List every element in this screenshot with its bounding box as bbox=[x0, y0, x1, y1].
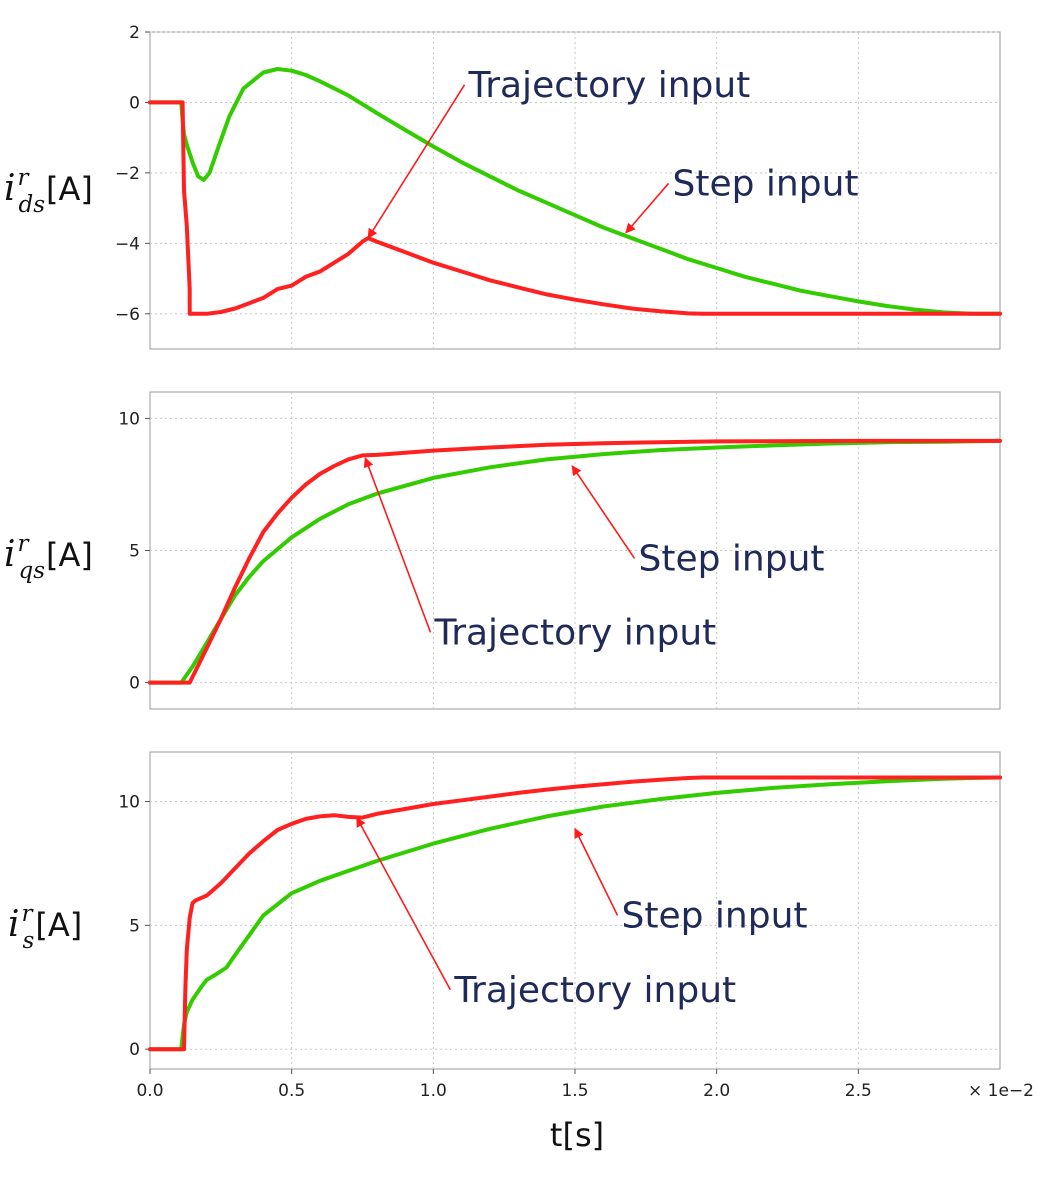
annotation-arrow-step-input bbox=[571, 465, 636, 559]
series-line-trajectory-input bbox=[148, 438, 1002, 685]
y-axis-unit: [A] bbox=[35, 906, 82, 944]
y-tick-label: 0 bbox=[129, 93, 140, 113]
x-tick-label: 1.5 bbox=[561, 1081, 588, 1101]
series-line-step-input bbox=[148, 67, 1002, 316]
x-scale-label: × 1e−2 bbox=[968, 1081, 1034, 1101]
y-axis-superscript: r bbox=[18, 165, 31, 191]
y-axis-label: ir qs[A] bbox=[4, 531, 93, 584]
panel-iqs: 0 5 10 ir qs[A] Step input Trajectory input bbox=[4, 391, 1002, 710]
y-tick-label: 10 bbox=[118, 409, 140, 429]
y-axis-symbol: i bbox=[4, 534, 16, 575]
x-tick-label: 0.5 bbox=[278, 1081, 305, 1101]
x-tick-label: 2.5 bbox=[845, 1081, 872, 1101]
y-axis-unit: [A] bbox=[46, 536, 93, 574]
annotation-arrow-step-input bbox=[625, 182, 670, 234]
plot-frame bbox=[149, 751, 1001, 1070]
annotation-label-trajectory-input: Trajectory input bbox=[468, 65, 751, 106]
y-axis-unit: [A] bbox=[46, 170, 93, 208]
annotation-arrow-trajectory-input bbox=[367, 84, 466, 239]
x-axis-label: t[s] bbox=[550, 1116, 604, 1154]
panel-ids: −6 −4 −2 0 2 ir ds[A] Trajectory input Step inpu… bbox=[4, 23, 1002, 350]
y-tick-label: 0 bbox=[129, 1040, 140, 1060]
x-tick-label: 1.0 bbox=[420, 1081, 447, 1101]
y-tick-label: −4 bbox=[115, 234, 140, 254]
y-tick-label: 0 bbox=[129, 674, 140, 694]
annotation-label-trajectory-input: Trajectory input bbox=[453, 970, 736, 1011]
annotation-label-trajectory-input: Trajectory input bbox=[434, 612, 717, 653]
series-line-step-input bbox=[148, 775, 1002, 1052]
annotation-arrow-step-input bbox=[574, 827, 619, 916]
y-axis-subscript: ds bbox=[19, 192, 46, 218]
plot-frame bbox=[149, 31, 1001, 350]
series-line-trajectory-input bbox=[148, 775, 1002, 1052]
y-axis-label: ir ds[A] bbox=[4, 165, 93, 218]
y-axis-symbol: i bbox=[4, 168, 16, 209]
y-axis-subscript: s bbox=[23, 928, 35, 954]
x-tick-label: 2.0 bbox=[703, 1081, 730, 1101]
annotation-arrow-trajectory-input bbox=[356, 816, 452, 991]
annotation-arrow-trajectory-input bbox=[363, 457, 432, 633]
y-tick-label: 10 bbox=[118, 793, 140, 813]
x-tick-label: 0.0 bbox=[136, 1081, 163, 1101]
y-axis-subscript: qs bbox=[19, 558, 46, 584]
y-axis-label: ir s[A] bbox=[8, 901, 82, 954]
y-tick-label: 5 bbox=[129, 916, 140, 936]
annotation-label-step-input: Step input bbox=[673, 163, 859, 204]
y-tick-label: −2 bbox=[115, 164, 140, 184]
y-tick-label: 2 bbox=[129, 23, 140, 43]
y-tick-label: −6 bbox=[115, 305, 140, 325]
y-axis-symbol: i bbox=[8, 904, 20, 945]
annotation-label-step-input: Step input bbox=[622, 895, 808, 936]
annotation-label-step-input: Step input bbox=[639, 538, 825, 579]
series-line-trajectory-input bbox=[148, 100, 1002, 316]
y-tick-label: 5 bbox=[129, 542, 140, 562]
y-axis-superscript: r bbox=[22, 901, 35, 927]
panel-is: 0 5 10 0.0 0.5 1.0 1.5 2.0 2.5 × 1e−2 ir s[A] Step i… bbox=[8, 751, 1034, 1101]
y-axis-superscript: r bbox=[18, 531, 31, 557]
